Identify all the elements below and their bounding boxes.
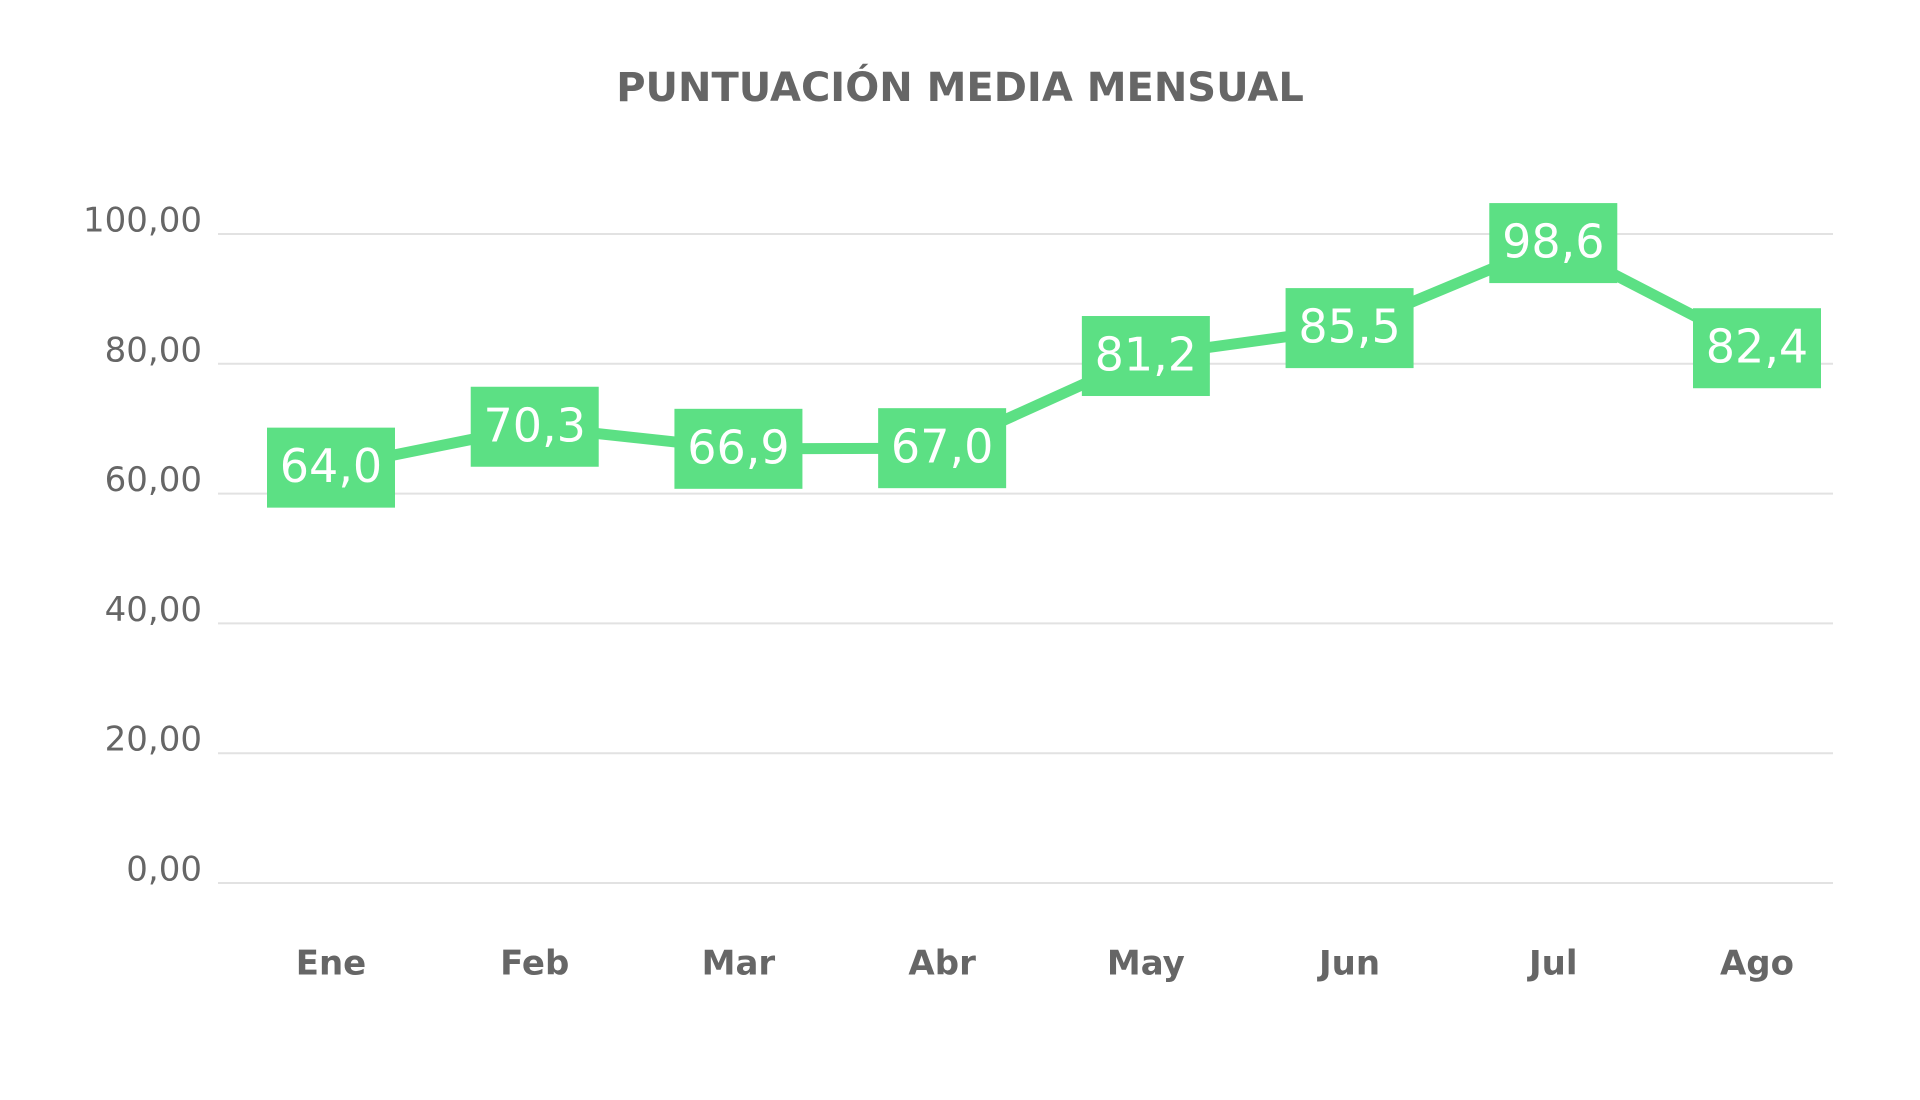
data-label: 70,3 xyxy=(484,398,586,452)
x-tick-label: Mar xyxy=(702,944,776,984)
chart-title: PUNTUACIÓN MEDIA MENSUAL xyxy=(616,63,1304,111)
x-tick-label: May xyxy=(1107,944,1185,984)
y-tick-label: 60,00 xyxy=(105,460,202,500)
data-label: 85,5 xyxy=(1298,300,1400,354)
x-tick-label: Feb xyxy=(500,944,569,984)
y-tick-label: 80,00 xyxy=(105,330,202,370)
point-marker xyxy=(674,408,803,489)
point-marker xyxy=(1489,203,1618,284)
y-tick-label: 40,00 xyxy=(105,590,202,630)
data-label: 98,6 xyxy=(1502,215,1604,269)
x-tick-label: Abr xyxy=(908,944,976,984)
point-marker xyxy=(1081,316,1210,397)
y-tick-label: 0,00 xyxy=(126,850,202,890)
data-label: 67,0 xyxy=(891,420,993,474)
x-tick-label: Ene xyxy=(296,944,367,984)
data-label: 64,0 xyxy=(280,439,382,493)
point-marker xyxy=(470,386,599,467)
y-tick-label: 100,00 xyxy=(83,201,202,241)
data-label: 82,4 xyxy=(1706,320,1808,374)
x-tick-label: Jul xyxy=(1527,944,1578,984)
data-label: 81,2 xyxy=(1095,328,1197,382)
data-label: 66,9 xyxy=(687,420,789,474)
point-marker xyxy=(878,408,1007,489)
y-tick-label: 20,00 xyxy=(105,720,202,760)
point-marker xyxy=(267,427,395,508)
point-marker xyxy=(1693,308,1821,389)
x-tick-label: Jun xyxy=(1317,944,1380,984)
point-marker xyxy=(1285,288,1414,369)
x-tick-label: Ago xyxy=(1720,944,1794,984)
